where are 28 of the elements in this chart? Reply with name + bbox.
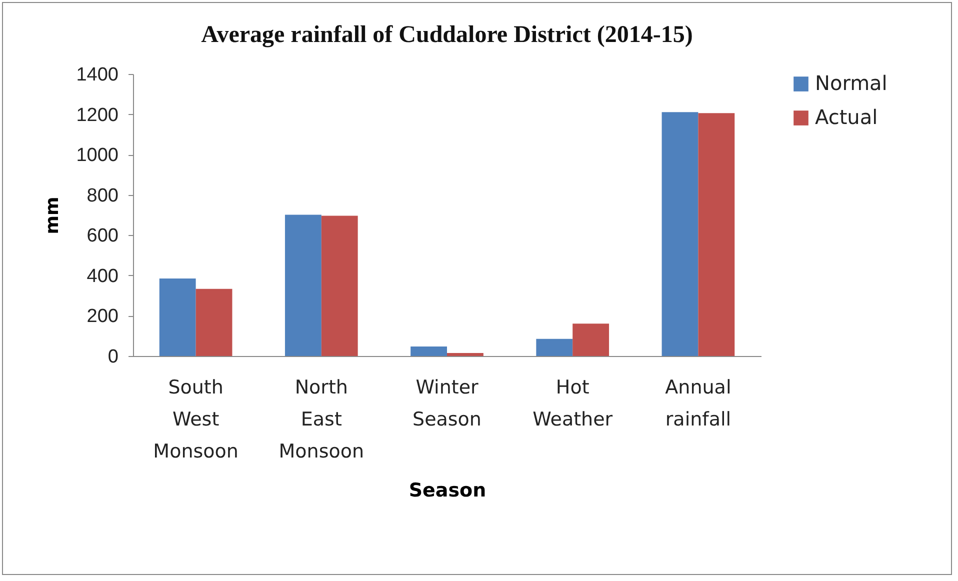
y-tick-label: 400 (86, 266, 118, 287)
x-axis-title: Season (408, 480, 486, 502)
chart-title: Average rainfall of Cuddalore District (2014-15) (201, 22, 693, 48)
y-tick-label: 800 (86, 185, 118, 206)
y-tick-label: 200 (86, 306, 118, 328)
x-tick-label: Winter Season (412, 376, 482, 430)
x-tick-label: Hot Weather (532, 376, 613, 430)
y-tick-label: 600 (86, 226, 118, 247)
legend-label: Actual (815, 105, 878, 129)
bar (536, 338, 573, 356)
y-tick-label: 1000 (76, 145, 118, 166)
bar (196, 288, 232, 356)
bar (447, 352, 484, 356)
legend-label: Normal (815, 71, 888, 95)
y-tick-label: 1200 (76, 104, 118, 126)
y-axis-title: mm (42, 196, 64, 234)
x-tick-label: Annual rainfall (665, 376, 732, 430)
bar (410, 346, 447, 356)
bar (284, 214, 322, 356)
bar (321, 216, 358, 356)
y-tick-label: 1400 (76, 64, 118, 86)
y-tick-label: 0 (108, 346, 118, 368)
bar (698, 113, 735, 356)
bar (662, 112, 698, 356)
x-tick-label: North East Monsoon (278, 376, 364, 462)
bar (572, 324, 610, 356)
x-tick-label: South West Monsoon (153, 376, 238, 462)
bar (159, 278, 196, 356)
